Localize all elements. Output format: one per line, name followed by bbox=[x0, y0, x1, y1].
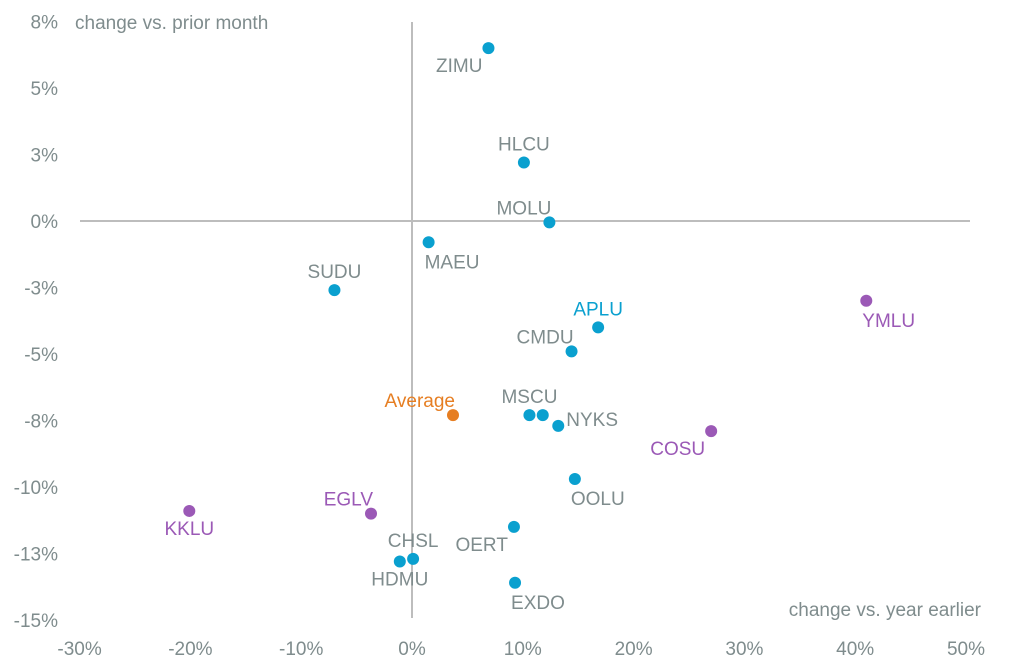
axes bbox=[80, 22, 970, 618]
point-label: HLCU bbox=[498, 134, 550, 155]
data-points bbox=[183, 42, 873, 589]
x-tick-label: -30% bbox=[57, 639, 101, 660]
data-point-kklu bbox=[183, 504, 196, 517]
data-point-aplu bbox=[592, 321, 605, 334]
y-tick-label: 5% bbox=[31, 79, 59, 100]
point-label: YMLU bbox=[862, 311, 915, 332]
data-point-molu bbox=[543, 216, 556, 229]
y-axis-ticks: 8% 5% 3% 0% -3% -5% -8% -10% -13% -15% bbox=[14, 13, 58, 633]
data-point-sudu bbox=[328, 284, 341, 297]
data-point-maeu bbox=[422, 236, 435, 249]
point-label: COSU bbox=[650, 439, 705, 460]
data-point-exdo bbox=[509, 576, 522, 589]
data-point-ymlu bbox=[860, 294, 873, 307]
y-tick-label: 8% bbox=[31, 13, 59, 34]
y-tick-label: 0% bbox=[31, 212, 59, 233]
y-tick-label: -10% bbox=[14, 478, 58, 499]
point-label: Average bbox=[385, 391, 455, 412]
point-labels: ZIMU HLCU MOLU MAEU SUDU APLU CMDU YMLU Average M… bbox=[164, 56, 915, 614]
x-tick-label: 20% bbox=[615, 639, 653, 660]
x-tick-label: 50% bbox=[947, 639, 985, 660]
point-label: APLU bbox=[573, 299, 623, 320]
point-label: ZIMU bbox=[436, 56, 482, 77]
data-point-zimu bbox=[482, 42, 495, 55]
data-point-chsl bbox=[407, 552, 420, 565]
point-label: OERT bbox=[455, 535, 508, 556]
point-label: MSCU bbox=[501, 387, 557, 408]
data-point-oolu bbox=[568, 473, 581, 486]
x-axis-title: change vs. year earlier bbox=[789, 600, 982, 621]
point-label: MAEU bbox=[425, 252, 480, 273]
point-label: KKLU bbox=[164, 519, 214, 540]
x-tick-label: 40% bbox=[836, 639, 874, 660]
data-point-oert bbox=[507, 520, 520, 533]
data-point-cmdu bbox=[565, 345, 578, 358]
point-label: NYKS bbox=[566, 410, 618, 431]
x-tick-label: 10% bbox=[504, 639, 542, 660]
point-label: EXDO bbox=[511, 593, 565, 614]
data-point-average bbox=[446, 409, 459, 422]
data-point-hlcu bbox=[517, 156, 530, 169]
data-point-eglv bbox=[365, 507, 378, 520]
y-tick-label: -5% bbox=[24, 345, 58, 366]
point-label: CMDU bbox=[517, 327, 574, 348]
point-label: MOLU bbox=[496, 198, 551, 219]
y-tick-label: -13% bbox=[14, 545, 58, 566]
y-tick-label: -15% bbox=[14, 611, 58, 632]
point-label: OOLU bbox=[571, 489, 625, 510]
y-tick-label: -8% bbox=[24, 412, 58, 433]
data-point-nyks bbox=[552, 419, 565, 432]
point-label: CHSL bbox=[388, 531, 439, 552]
point-label: EGLV bbox=[324, 490, 374, 511]
x-axis-ticks: -30% -20% -10% 0% 10% 20% 30% 40% 50% bbox=[57, 639, 985, 660]
data-point bbox=[536, 409, 549, 422]
point-label: HDMU bbox=[371, 569, 428, 590]
x-tick-label: -10% bbox=[279, 639, 323, 660]
data-point-hdmu bbox=[393, 555, 406, 568]
data-point-cosu bbox=[705, 425, 718, 438]
y-tick-label: 3% bbox=[31, 146, 59, 167]
data-point-mscu bbox=[523, 409, 536, 422]
x-tick-label: -20% bbox=[168, 639, 212, 660]
y-tick-label: -3% bbox=[24, 279, 58, 300]
y-axis-title: change vs. prior month bbox=[75, 13, 268, 34]
x-tick-label: 0% bbox=[398, 639, 426, 660]
point-label: SUDU bbox=[308, 262, 362, 283]
x-tick-label: 30% bbox=[725, 639, 763, 660]
